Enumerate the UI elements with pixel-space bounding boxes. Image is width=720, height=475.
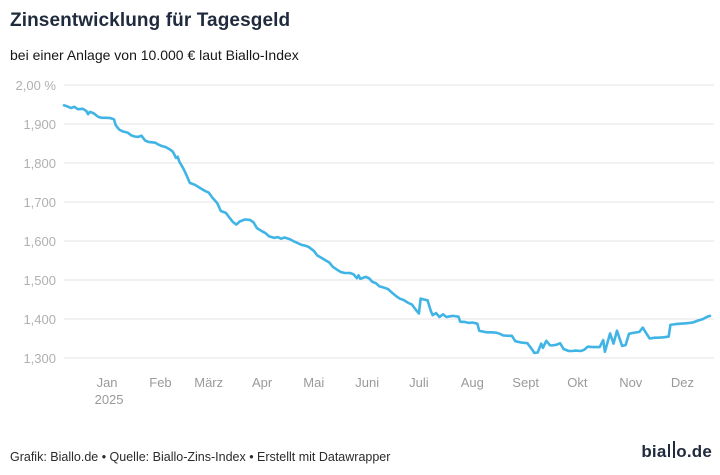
- y-tick-label: 1,900: [23, 116, 56, 132]
- y-tick-label: 1,400: [23, 311, 56, 327]
- x-tick-label: Jan: [96, 375, 118, 390]
- biallo-logo-bar-icon: [672, 441, 676, 458]
- x-tick-label: Aug: [460, 375, 484, 390]
- y-tick-label: 1,600: [23, 233, 56, 249]
- y-tick-label: 1,700: [23, 194, 56, 210]
- y-tick-label: 1,300: [23, 350, 56, 366]
- x-tick-label: Mai: [303, 375, 325, 390]
- y-tick-label: 1,500: [23, 272, 56, 288]
- x-tick-label: Okt: [567, 375, 588, 390]
- tagesgeld-line: [62, 104, 712, 355]
- x-tick-label: Apr: [251, 375, 273, 390]
- biallo-logo-text-prefix: bia: [641, 442, 667, 461]
- biallo-logo-bar-icon: [667, 444, 671, 457]
- y-tick-label: 1,800: [23, 155, 56, 171]
- page-subtitle: bei einer Anlage von 10.000 € laut Biall…: [10, 47, 299, 63]
- x-tick-label: Nov: [619, 375, 643, 390]
- x-tick-label: März: [194, 375, 224, 390]
- x-tick-label: Juli: [409, 375, 429, 390]
- x-tick-sublabel: 2025: [94, 392, 124, 407]
- x-tick-label: Juni: [355, 375, 380, 390]
- footer-credits: Grafik: Biallo.de • Quelle: Biallo-Zins-…: [10, 450, 391, 464]
- x-tick-label: Feb: [149, 375, 172, 390]
- x-tick-label: Sept: [512, 375, 540, 390]
- x-tick-label: Dez: [670, 375, 694, 390]
- biallo-logo-text-suffix: o.de: [676, 442, 712, 461]
- biallo-logo: bia o.de: [641, 441, 712, 462]
- page-title: Zinsentwicklung für Tagesgeld: [10, 10, 291, 31]
- y-tick-label: 2,00 %: [15, 77, 56, 93]
